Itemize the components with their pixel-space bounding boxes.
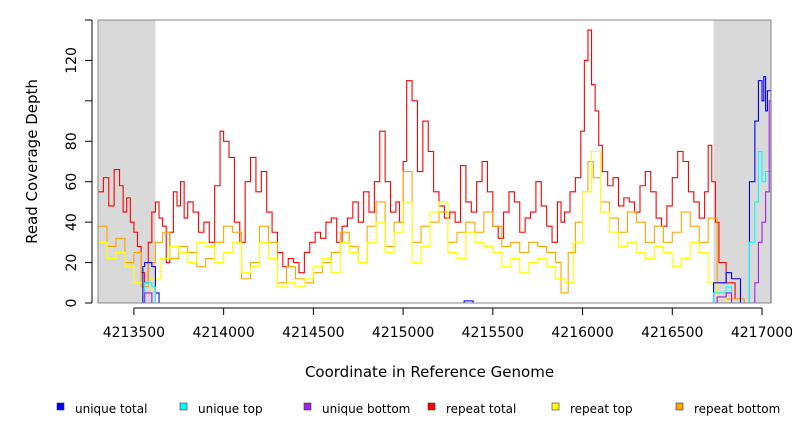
x-tick-label: 4214000 (192, 325, 254, 341)
series-line-repeat-total (98, 29, 771, 304)
x-tick-label: 4217000 (731, 325, 792, 341)
y-tick-label: 120 (64, 47, 80, 74)
y-axis-title: Read Coverage Depth (23, 79, 41, 244)
y-tick-label: 0 (64, 299, 80, 308)
shaded-region-1 (98, 20, 156, 303)
legend-label: repeat bottom (694, 402, 780, 416)
y-tick-label: 80 (64, 132, 80, 150)
legend-swatch (303, 402, 312, 411)
legend-item-repeat-bottom: repeat bottom (675, 402, 780, 416)
x-tick-label: 4216000 (551, 325, 613, 341)
legend-item-unique-total: unique total (56, 402, 147, 416)
y-tick-label: 60 (64, 173, 80, 191)
series-line-repeat-top (98, 150, 771, 304)
legend-label: unique top (198, 402, 263, 416)
series-lines (98, 29, 772, 304)
legend-label: unique total (75, 402, 147, 416)
y-tick-label: 40 (64, 213, 80, 231)
series-line-unique-bottom (98, 100, 772, 304)
legend-item-repeat-total: repeat total (427, 402, 516, 416)
legend-swatch (427, 402, 436, 411)
legend-swatch (179, 402, 188, 411)
shaded-region-2 (713, 20, 771, 303)
legend-item-unique-top: unique top (179, 402, 263, 416)
x-tick-label: 4214500 (282, 325, 344, 341)
legend-label: repeat top (570, 402, 633, 416)
legend-item-repeat-top: repeat top (551, 402, 633, 416)
x-tick-label: 4215500 (462, 325, 524, 341)
x-axis: 4213500 4214000 4214500 4215000 4215500 42160… (103, 307, 792, 341)
legend-swatch (551, 402, 560, 411)
legend: unique total unique top unique bottom repea… (56, 402, 780, 416)
legend-item-unique-bottom: unique bottom (303, 402, 410, 416)
y-axis: 0 20 40 60 80 120 (64, 19, 93, 308)
plot-frame (97, 19, 772, 304)
x-tick-label: 4216500 (641, 325, 703, 341)
legend-label: unique bottom (322, 402, 410, 416)
y-tick-label: 20 (64, 254, 80, 272)
x-tick-label: 4213500 (103, 325, 165, 341)
legend-swatch (56, 402, 65, 411)
legend-label: repeat total (446, 402, 516, 416)
x-tick-label: 4215000 (372, 325, 434, 341)
legend-swatch (675, 402, 684, 411)
series-line-unique-total (98, 76, 772, 304)
x-axis-title: Coordinate in Reference Genome (305, 363, 554, 381)
shaded-regions (98, 20, 771, 303)
